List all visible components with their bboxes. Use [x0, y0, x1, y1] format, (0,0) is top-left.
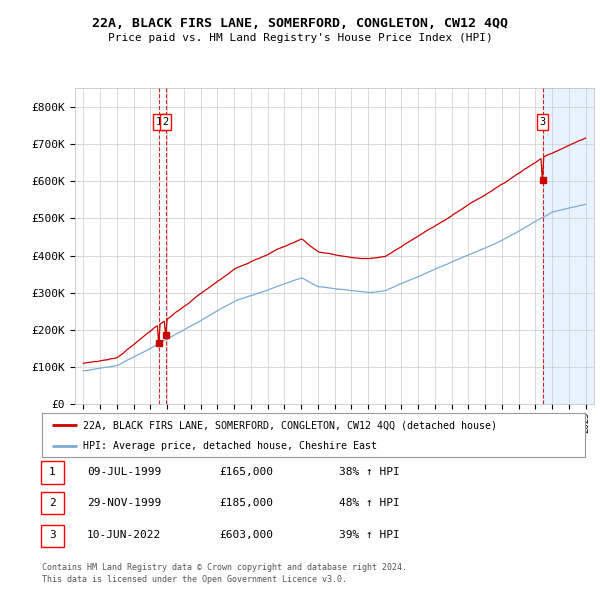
Text: 2: 2 [49, 498, 56, 507]
Text: 10-JUN-2022: 10-JUN-2022 [87, 530, 161, 540]
Text: 29-NOV-1999: 29-NOV-1999 [87, 498, 161, 507]
Text: £185,000: £185,000 [219, 498, 273, 507]
Text: HPI: Average price, detached house, Cheshire East: HPI: Average price, detached house, Ches… [83, 441, 377, 451]
Text: Price paid vs. HM Land Registry's House Price Index (HPI): Price paid vs. HM Land Registry's House … [107, 33, 493, 43]
Text: This data is licensed under the Open Government Licence v3.0.: This data is licensed under the Open Gov… [42, 575, 347, 584]
Text: 3: 3 [49, 530, 56, 540]
Text: 22A, BLACK FIRS LANE, SOMERFORD, CONGLETON, CW12 4QQ: 22A, BLACK FIRS LANE, SOMERFORD, CONGLET… [92, 17, 508, 30]
Bar [543, 88, 594, 404]
Text: 3: 3 [539, 117, 546, 127]
Text: £165,000: £165,000 [219, 467, 273, 477]
Text: 38% ↑ HPI: 38% ↑ HPI [339, 467, 400, 477]
Text: 2: 2 [163, 117, 169, 127]
Text: Contains HM Land Registry data © Crown copyright and database right 2024.: Contains HM Land Registry data © Crown c… [42, 563, 407, 572]
Text: 09-JUL-1999: 09-JUL-1999 [87, 467, 161, 477]
Text: 39% ↑ HPI: 39% ↑ HPI [339, 530, 400, 540]
Text: 1: 1 [49, 467, 56, 477]
Text: 1: 1 [156, 117, 163, 127]
Text: £603,000: £603,000 [219, 530, 273, 540]
Text: 22A, BLACK FIRS LANE, SOMERFORD, CONGLETON, CW12 4QQ (detached house): 22A, BLACK FIRS LANE, SOMERFORD, CONGLET… [83, 421, 497, 430]
Text: 48% ↑ HPI: 48% ↑ HPI [339, 498, 400, 507]
